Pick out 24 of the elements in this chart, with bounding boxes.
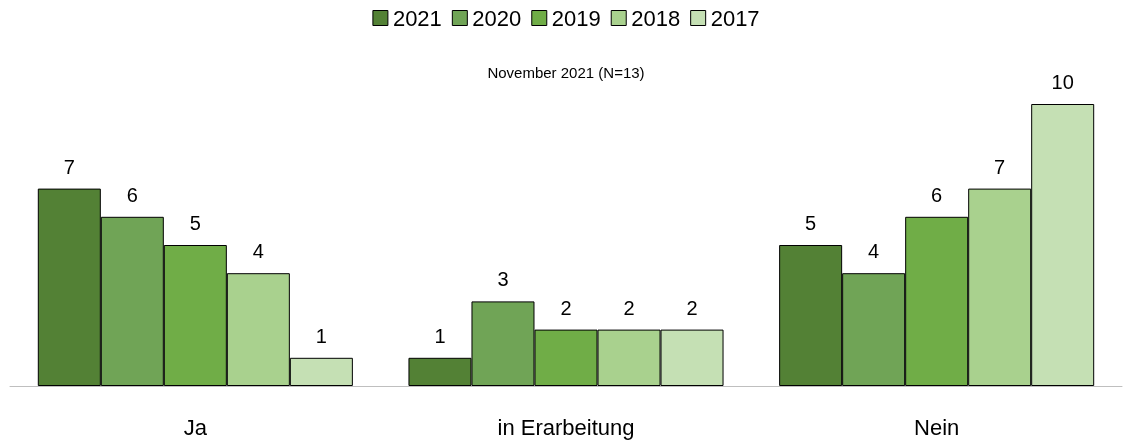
data-label: 1: [315, 324, 327, 347]
legend-label: 2018: [631, 5, 681, 31]
chart-subtitle: November 2021 (N=13): [487, 64, 645, 81]
data-label: 10: [1051, 71, 1074, 93]
data-label: 6: [931, 183, 943, 206]
x-tick-label: in Erarbeitung: [497, 414, 635, 440]
x-tick-label: Ja: [183, 414, 208, 440]
legend-label: 2021: [392, 5, 442, 31]
data-label: 3: [497, 268, 509, 291]
data-label: 5: [189, 212, 201, 234]
x-tick-label: Nein: [914, 414, 960, 440]
data-label: 1: [434, 324, 446, 347]
data-label: 5: [805, 212, 817, 234]
data-label: 7: [994, 155, 1006, 178]
legend-label: 2020: [472, 5, 522, 31]
legend-label: 2017: [710, 5, 760, 31]
data-label: 4: [252, 240, 264, 263]
legend-label: 2019: [551, 5, 601, 31]
data-label: 4: [868, 240, 880, 263]
data-label: 7: [63, 155, 75, 178]
data-label: 2: [623, 296, 635, 319]
data-label: 2: [560, 296, 572, 319]
data-label: 6: [126, 183, 138, 206]
data-label: 2: [686, 296, 698, 319]
